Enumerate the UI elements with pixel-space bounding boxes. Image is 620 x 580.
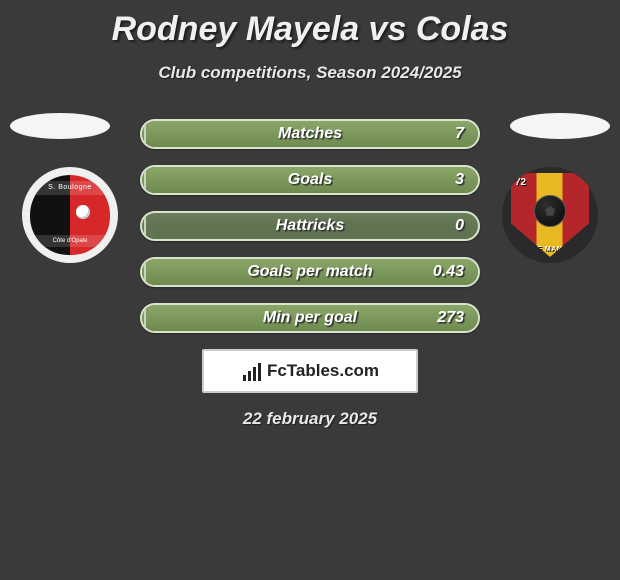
stat-label: Hattricks bbox=[142, 217, 478, 235]
footer-date: 22 february 2025 bbox=[0, 409, 620, 429]
bar-chart-icon bbox=[241, 361, 263, 381]
ball-icon bbox=[534, 195, 566, 227]
player-photo-placeholder-left bbox=[10, 113, 110, 139]
stat-label: Goals per match bbox=[142, 263, 478, 281]
stat-value: 0 bbox=[455, 217, 464, 235]
stat-label: Matches bbox=[142, 125, 478, 143]
page-subtitle: Club competitions, Season 2024/2025 bbox=[0, 63, 620, 83]
stat-value: 0.43 bbox=[433, 263, 464, 281]
stat-label: Min per goal bbox=[142, 309, 478, 327]
badge-name: LE MANS bbox=[511, 246, 589, 253]
badge-text-top: S. Boulogne bbox=[30, 181, 110, 195]
stat-bar: Min per goal273 bbox=[140, 303, 480, 333]
stat-value: 7 bbox=[455, 125, 464, 143]
brand-box: FcTables.com bbox=[202, 349, 418, 393]
ball-icon bbox=[76, 205, 90, 219]
badge-number: 72 bbox=[515, 177, 526, 188]
stat-bar: Goals3 bbox=[140, 165, 480, 195]
stat-bar: Matches7 bbox=[140, 119, 480, 149]
shield-icon: 72 LE MANS bbox=[511, 173, 589, 257]
stat-value: 273 bbox=[437, 309, 464, 327]
comparison-layout: S. Boulogne Côte d'Opale 72 LE MANS Matc… bbox=[0, 103, 620, 429]
brand-text: FcTables.com bbox=[267, 361, 379, 381]
stat-bar: Goals per match0.43 bbox=[140, 257, 480, 287]
shield-icon: S. Boulogne Côte d'Opale bbox=[30, 175, 110, 255]
stats-bars: Matches7Goals3Hattricks0Goals per match0… bbox=[140, 103, 480, 333]
player-photo-placeholder-right bbox=[510, 113, 610, 139]
badge-text-bottom: Côte d'Opale bbox=[30, 235, 110, 247]
stat-label: Goals bbox=[142, 171, 478, 189]
page-title: Rodney Mayela vs Colas bbox=[0, 0, 620, 49]
team-badge-left: S. Boulogne Côte d'Opale bbox=[22, 167, 118, 263]
stat-bar: Hattricks0 bbox=[140, 211, 480, 241]
team-badge-right: 72 LE MANS bbox=[502, 167, 598, 263]
stat-value: 3 bbox=[455, 171, 464, 189]
